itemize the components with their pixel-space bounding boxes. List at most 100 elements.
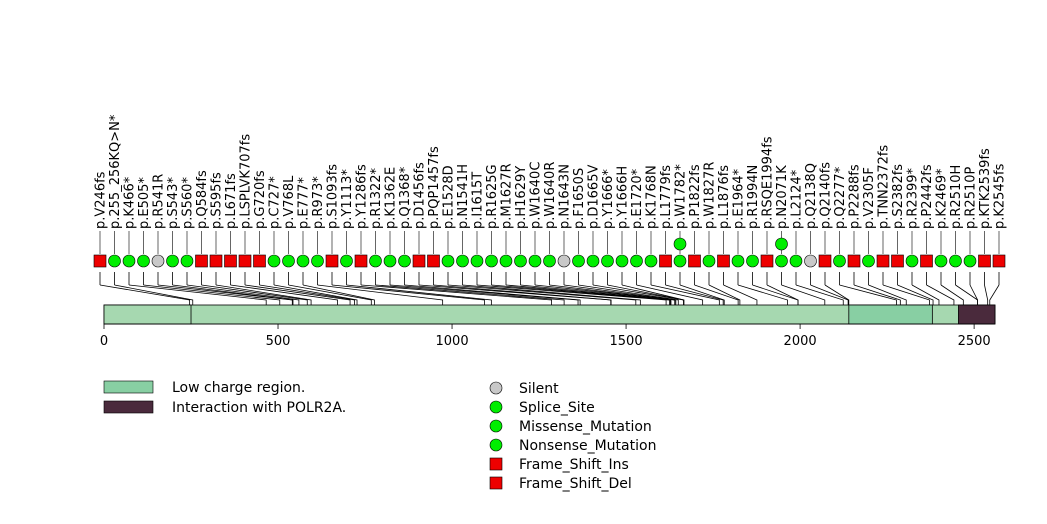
connector-line — [433, 284, 612, 305]
connector-line — [186, 284, 300, 305]
mutation-legend-swatch — [489, 400, 503, 414]
connector-line — [650, 284, 720, 305]
axis-tick-label: 2000 — [784, 334, 817, 349]
connector-line — [839, 284, 897, 305]
mutation-marker — [441, 254, 455, 268]
mutation-label: p.D1665V — [587, 165, 602, 229]
mutation-label: p.N2071K — [775, 165, 790, 229]
connector-line — [331, 284, 485, 305]
connector-line — [940, 284, 964, 305]
mutation-label: p.V246fs — [94, 171, 109, 229]
connector-line — [737, 284, 788, 305]
mutation-label: p.R2399* — [906, 167, 921, 229]
mutation-marker — [601, 254, 614, 268]
mutation-label: p.R2510H — [949, 165, 964, 229]
connector-line — [360, 284, 552, 305]
mutation-legend-swatch — [489, 419, 503, 433]
connector-line — [259, 284, 355, 305]
mutation-marker — [383, 254, 397, 268]
mutation-label: p.P2288fs — [848, 164, 863, 229]
frameshift-marker — [253, 254, 266, 268]
mutation-marker — [470, 254, 484, 268]
mutation-marker — [572, 254, 585, 268]
connector-line — [244, 284, 351, 305]
mutation-marker — [528, 254, 542, 268]
mutation-marker — [949, 254, 962, 268]
connector-line — [143, 284, 281, 305]
connector-line — [911, 284, 940, 305]
connector-lines — [99, 284, 1000, 305]
mutation-label: p.W1827R — [703, 162, 718, 229]
connector-line — [99, 284, 191, 305]
mutation-marker — [398, 254, 411, 268]
connector-line — [215, 284, 312, 305]
mutation-marker — [746, 254, 759, 268]
frameshift-marker — [978, 254, 991, 268]
mutation-label: p.Q2138Q — [804, 163, 819, 229]
connector-line — [621, 284, 685, 305]
mutation-label: p.K2545fs — [993, 163, 1008, 229]
mutation-marker — [789, 254, 803, 268]
mutation-label: p.TNN2372fs — [877, 145, 892, 229]
protein-bar — [103, 304, 996, 325]
mutation-legend-swatch — [489, 381, 503, 395]
mutation-label: p.S595fs — [210, 172, 225, 229]
mutation-marker — [543, 254, 556, 268]
mutation-label: p.Q2277* — [833, 166, 848, 229]
frameshift-marker — [209, 254, 223, 268]
connector-line — [984, 284, 989, 305]
frameshift-marker — [659, 254, 672, 268]
mutation-label: p.Q584fs — [195, 170, 210, 229]
domain-block — [103, 304, 192, 325]
connector-line — [520, 284, 672, 305]
mutation-marker — [456, 254, 469, 268]
mutation-marker — [108, 254, 121, 268]
domain-block — [958, 304, 996, 325]
connector-line — [317, 284, 444, 305]
connector-line — [989, 284, 1000, 305]
connector-line — [404, 284, 581, 305]
mutation-labels: p.V246fs p.255_256KQ>N* p.K466* p.E505* p.R5… — [94, 114, 1008, 229]
mutation-marker — [485, 254, 498, 268]
mutation-label: p.Q1368* — [398, 166, 413, 229]
mutation-label: p.D1456fs — [413, 162, 428, 229]
mutation-label: p.L1876fs — [717, 165, 732, 229]
connector-line — [824, 284, 850, 305]
mutation-label: p.N1541H — [456, 164, 471, 229]
mutation-label: p.F1650S — [572, 168, 587, 229]
mutation-label: p.S560* — [181, 177, 196, 229]
mutation-marker — [862, 254, 875, 268]
connector-line — [578, 284, 679, 305]
mutation-legend: Silent Splice_Site Missense_Mutation Nonsen… — [489, 381, 656, 492]
frameshift-marker — [847, 254, 861, 268]
mutation-marker — [514, 254, 527, 268]
mutation-label: p.S1093fs — [326, 164, 341, 229]
connector-line — [201, 284, 308, 305]
mutation-label: p.K466* — [123, 176, 138, 229]
connector-line — [114, 284, 194, 305]
connector-line — [926, 284, 955, 305]
mutation-label: p.G720fs — [253, 170, 268, 229]
mutation-label: p.K1362E — [384, 167, 399, 229]
connector-line — [897, 284, 934, 305]
mutation-marker — [934, 254, 948, 268]
mutation-marker — [833, 254, 846, 268]
mutation-legend-label: Silent — [519, 381, 559, 397]
mutation-label: p.R1625G — [485, 164, 500, 229]
mutation-label: p.E505* — [137, 177, 152, 229]
mutation-label: p.R2510P — [964, 166, 979, 229]
frameshift-marker — [412, 254, 426, 268]
mutation-marker — [775, 254, 788, 268]
mutation-marker — [282, 254, 295, 268]
frameshift-marker — [688, 254, 701, 268]
mutation-label: p.R1994N — [746, 165, 761, 229]
connector-line — [462, 284, 641, 305]
mutation-marker — [296, 254, 310, 268]
frameshift-marker — [325, 254, 339, 268]
domain-legend-label: Interaction with POLR2A. — [172, 400, 346, 416]
mutation-label: p.S543* — [166, 177, 181, 229]
mutation-marker — [644, 254, 658, 268]
mutation-marker — [180, 254, 194, 268]
mutation-marker — [499, 254, 513, 268]
